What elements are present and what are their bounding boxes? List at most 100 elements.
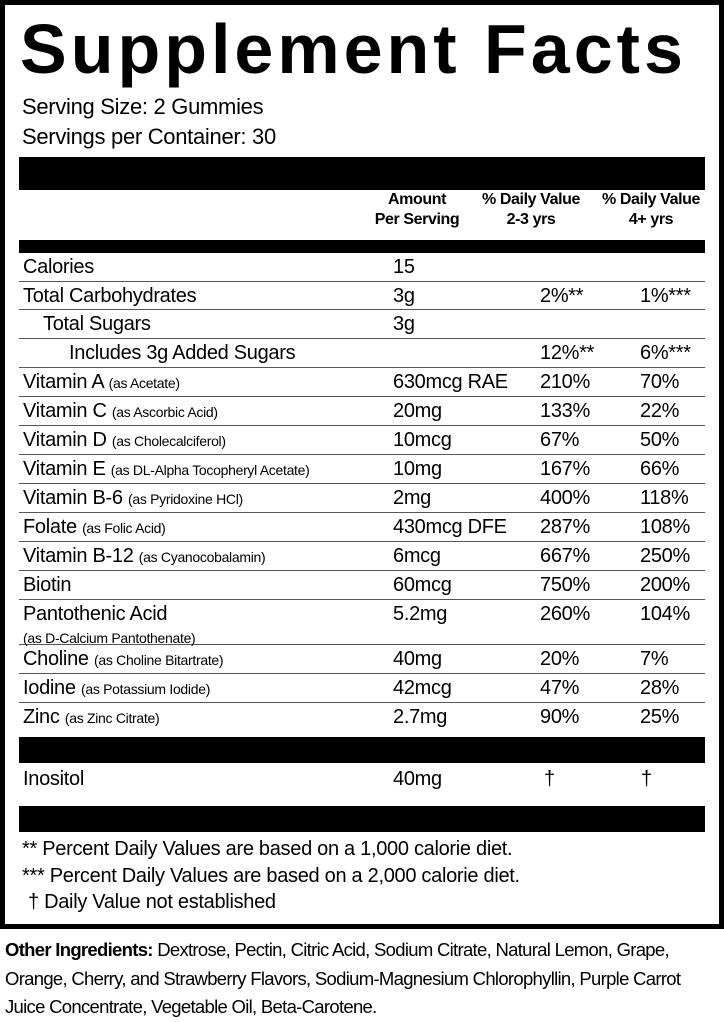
nutrient-name: Total Carbohydrates <box>23 285 197 307</box>
header-dv2-line1: % Daily Value <box>602 191 700 208</box>
header-dv1-line2: 2-3 yrs <box>506 211 556 228</box>
divider-bar <box>19 737 705 763</box>
nutrient-name: Choline (as Choline Bitartrate) <box>23 648 224 670</box>
nutrient-source: (as Choline Bitartrate) <box>94 652 224 668</box>
nutrient-dv2: 6%*** <box>640 342 691 364</box>
table-row: Total Sugars 3g <box>19 310 705 339</box>
nutrient-dv1: 2%** <box>540 285 584 307</box>
header-dv1-line1: % Daily Value <box>482 191 580 208</box>
nutrient-amount: 6mcg <box>393 545 441 567</box>
nutrient-source: (as Cholecalciferol) <box>111 433 226 449</box>
nutrient-dv1: 287% <box>540 516 590 538</box>
table-row: Vitamin C (as Ascorbic Acid) 20mg 133% 22% <box>19 397 705 426</box>
nutrient-name: Vitamin B-12 (as Cyanocobalamin) <box>23 545 266 567</box>
supplement-facts-panel <box>0 0 724 929</box>
nutrient-amount: 2mg <box>393 487 432 509</box>
nutrient-name: Zinc (as Zinc Citrate) <box>23 706 160 728</box>
nutrient-amount: 3g <box>393 313 415 335</box>
header-amount-line2: Per Serving <box>374 211 460 228</box>
other-ingredients-label: Other Ingredients: <box>5 939 153 960</box>
nutrient-amount: 20mg <box>393 400 442 422</box>
nutrient-amount: 60mcg <box>393 574 452 596</box>
table-row: Choline (as Choline Bitartrate) 40mg 20% 7% <box>19 645 705 674</box>
header-amount-line1: Amount <box>387 191 447 208</box>
nutrient-amount: 3g <box>393 285 415 307</box>
nutrient-source: (as Potassium Iodide) <box>80 681 211 697</box>
other-ingredients: Other Ingredients: Dextrose, Pectin, Cit… <box>5 936 723 1022</box>
table-row: Pantothenic Acid (as D-Calcium Pantothena… <box>19 600 705 645</box>
nutrient-amount: 10mcg <box>393 429 452 451</box>
nutrient-dv2: 22% <box>640 400 680 422</box>
nutrient-dv2: 7% <box>640 648 669 670</box>
table-row: Vitamin B-6 (as Pyridoxine HCl) 2mg 400% 11… <box>19 484 705 513</box>
nutrient-amount: 42mcg <box>393 677 452 699</box>
nutrient-dv2: 28% <box>640 677 680 699</box>
divider-bar <box>19 806 705 832</box>
nutrient-source: (as Pyridoxine HCl) <box>127 491 243 507</box>
nutrient-dv1: 90% <box>540 706 580 728</box>
footnote-1000: ** Percent Daily Values are based on a 1… <box>22 838 513 860</box>
nutrient-source: (as DL-Alpha Tocopheryl Acetate) <box>110 462 310 478</box>
nutrient-dv1: 400% <box>540 487 590 509</box>
table-row: Zinc (as Zinc Citrate) 2.7mg 90% 25% <box>19 703 705 732</box>
table-row: Biotin 60mcg 750% 200% <box>19 571 705 600</box>
nutrient-amount: 430mcg DFE <box>393 516 507 538</box>
nutrient-name: Vitamin B-6 (as Pyridoxine HCl) <box>23 487 243 509</box>
nutrient-name: Pantothenic Acid (as D-Calcium Pantothena… <box>23 603 196 646</box>
panel-title: Supplement Facts <box>20 10 687 88</box>
divider-bar <box>19 157 705 190</box>
nutrient-dv1: 47% <box>540 677 580 699</box>
nutrient-name: Iodine (as Potassium Iodide) <box>23 677 211 699</box>
nutrient-dv1: 210% <box>540 371 590 393</box>
nutrient-name: Vitamin C (as Ascorbic Acid) <box>23 400 218 422</box>
footnote-2000: *** Percent Daily Values are based on a … <box>22 865 520 887</box>
footnote-dagger: † Daily Value not established <box>28 891 276 913</box>
nutrient-dv1: 20% <box>540 648 580 670</box>
nutrient-dv2: 1%*** <box>640 285 691 307</box>
nutrient-amount: 10mg <box>393 458 442 480</box>
nutrient-name: Includes 3g Added Sugars <box>69 342 296 364</box>
nutrient-dv2: 70% <box>640 371 680 393</box>
nutrient-source: (as D-Calcium Pantothenate) <box>23 630 196 646</box>
nutrient-dv1: 260% <box>540 603 590 625</box>
nutrient-name: Calories <box>23 256 94 278</box>
table-row: Vitamin A (as Acetate) 630mcg RAE 210% 70% <box>19 368 705 397</box>
nutrient-dv2: 118% <box>640 487 689 509</box>
nutrient-dv2: 108% <box>640 516 690 538</box>
nutrient-amount: 5.2mg <box>393 603 448 625</box>
nutrient-dv1: 12%** <box>540 342 595 364</box>
table-row: Total Carbohydrates 3g 2%** 1%*** <box>19 282 705 310</box>
table-row: Folate (as Folic Acid) 430mcg DFE 287% 108% <box>19 513 705 542</box>
nutrient-dv1: 133% <box>540 400 590 422</box>
nutrient-dv2: 50% <box>640 429 680 451</box>
nutrient-source: (as Acetate) <box>108 375 180 391</box>
servings-per-container: Servings per Container: 30 <box>22 124 276 149</box>
table-row: Includes 3g Added Sugars 12%** 6%*** <box>19 339 705 368</box>
other-ingredients-text: Dextrose, Pectin, Citric Acid, Sodium Ci… <box>5 939 681 1017</box>
nutrient-amount: 2.7mg <box>393 706 448 728</box>
nutrient-name: Vitamin D (as Cholecalciferol) <box>23 429 226 451</box>
nutrient-dv1: 67% <box>540 429 580 451</box>
header-amount: Amount Per Serving <box>362 190 472 230</box>
table-row: Calories 15 <box>19 253 705 282</box>
nutrient-dv2: 25% <box>640 706 680 728</box>
nutrient-source: (as Ascorbic Acid) <box>111 404 218 420</box>
nutrient-amount: 630mcg RAE <box>393 371 508 393</box>
nutrient-name: Inositol <box>23 768 84 790</box>
table-row: Iodine (as Potassium Iodide) 42mcg 47% 28% <box>19 674 705 703</box>
nutrient-dv2: 66% <box>640 458 680 480</box>
nutrient-dv2: 200% <box>640 574 690 596</box>
nutrient-dv1: 667% <box>540 545 590 567</box>
nutrient-dv1: † <box>544 768 555 790</box>
nutrient-amount: 40mg <box>393 768 442 790</box>
nutrient-name: Biotin <box>23 574 72 596</box>
serving-size: Serving Size: 2 Gummies <box>22 94 264 119</box>
nutrient-name: Total Sugars <box>43 313 151 335</box>
nutrient-name: Folate (as Folic Acid) <box>23 516 166 538</box>
nutrient-name: Vitamin A (as Acetate) <box>23 371 180 393</box>
nutrient-source: (as Zinc Citrate) <box>64 710 160 726</box>
header-dv-4plus: % Daily Value 4+ yrs <box>592 190 710 230</box>
nutrient-name: Vitamin E (as DL-Alpha Tocopheryl Acetat… <box>23 458 310 480</box>
nutrient-amount: 40mg <box>393 648 442 670</box>
nutrient-dv2: 250% <box>640 545 690 567</box>
